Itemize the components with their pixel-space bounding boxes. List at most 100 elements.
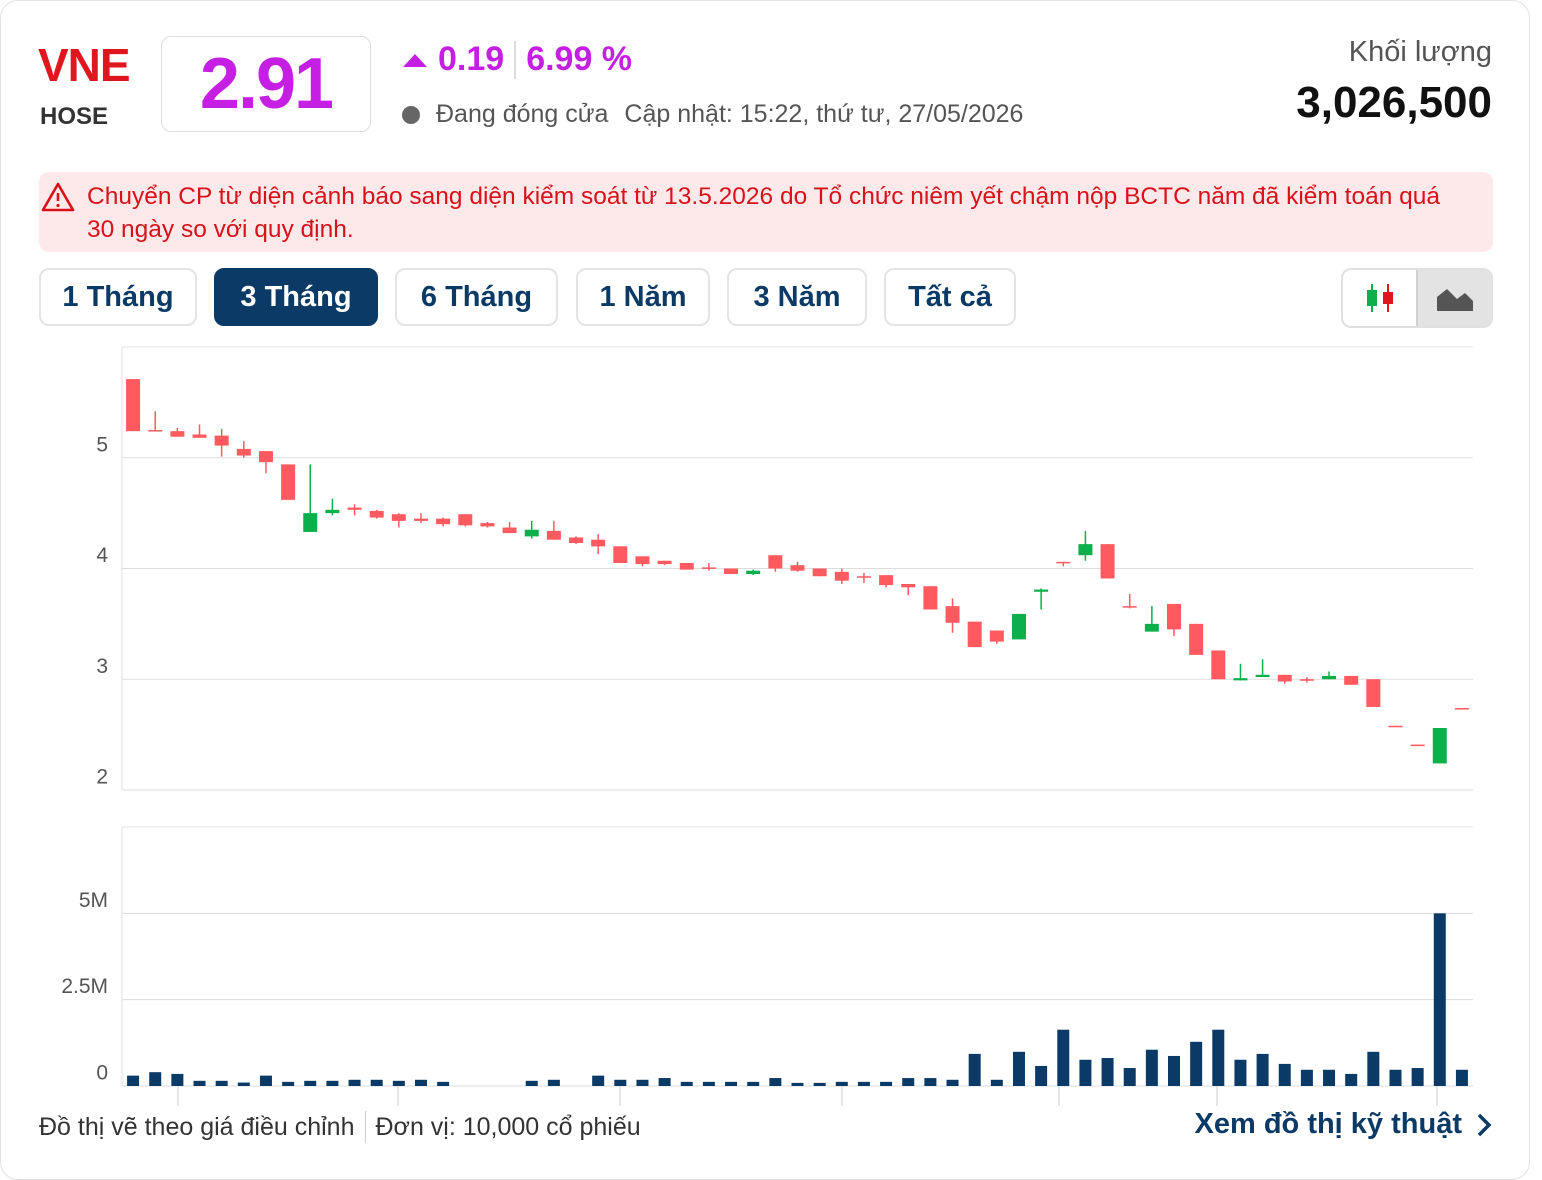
candle-body — [1144, 623, 1159, 632]
chart-type-toggle[interactable] — [1341, 268, 1493, 328]
technical-chart-link[interactable]: Xem đồ thị kỹ thuật — [1195, 1108, 1492, 1141]
range-tab[interactable]: 1 Tháng — [39, 268, 197, 326]
volume-bar — [282, 1081, 295, 1086]
candle-body — [1189, 623, 1204, 655]
volume-bar — [171, 1073, 184, 1086]
status: Đang đóng cửa Cập nhật: 15:22, thứ tư, 2… — [402, 100, 1023, 129]
candle-body — [901, 584, 916, 588]
candle-body — [945, 606, 960, 623]
volume-bar — [747, 1081, 760, 1086]
link-text[interactable]: Xem đồ thị kỹ thuật — [1194, 1108, 1462, 1140]
candle-body — [591, 539, 606, 547]
area-toggle[interactable] — [1416, 270, 1491, 326]
volume-bar — [370, 1079, 383, 1086]
y-tick-label: 2.5M — [61, 975, 108, 998]
range-tab[interactable]: 3 Năm — [727, 268, 867, 326]
candle-toggle[interactable] — [1343, 270, 1416, 326]
candle-body — [1388, 725, 1403, 728]
candle-body — [236, 448, 251, 456]
volume-bar — [1012, 1051, 1025, 1086]
candle-body — [1255, 674, 1270, 678]
candle-body — [1344, 675, 1359, 685]
volume-bar — [636, 1079, 649, 1086]
candle-icon — [1366, 284, 1393, 312]
candle-body — [1233, 678, 1248, 681]
status-dot — [402, 105, 420, 124]
volume-bar — [1234, 1059, 1247, 1086]
candle-body — [989, 630, 1004, 642]
volume-bar — [1256, 1053, 1269, 1086]
volume-bar — [990, 1079, 1003, 1086]
candle-body — [1299, 679, 1314, 681]
candle-body — [391, 514, 406, 521]
volume-bar — [348, 1079, 361, 1086]
separator — [364, 1111, 366, 1143]
candle-body — [413, 518, 428, 521]
range-tab[interactable]: Tất cả — [884, 268, 1016, 326]
volume-bar — [946, 1079, 959, 1086]
range-tab[interactable]: 6 Tháng — [395, 268, 558, 326]
candle-body — [458, 514, 473, 526]
volume-bar — [414, 1079, 427, 1086]
candle-body — [1432, 727, 1447, 764]
candle-body — [1056, 561, 1071, 564]
footer-notes: Đồ thị vẽ theo giá điều chỉnh Đơn vị: 10… — [39, 1111, 641, 1143]
volume-bar — [880, 1081, 893, 1086]
volume-bar — [725, 1081, 738, 1086]
candle-body — [724, 568, 739, 575]
volume-bar — [1345, 1073, 1358, 1086]
volume-bar — [702, 1081, 715, 1086]
volume-bar — [193, 1080, 206, 1086]
footer-note: Đồ thị vẽ theo giá điều chỉnh — [39, 1112, 355, 1141]
candle-body — [1454, 708, 1469, 710]
volume-bar — [1168, 1055, 1181, 1086]
candle-body — [812, 568, 827, 577]
candle-body — [701, 567, 716, 569]
candle-body — [546, 530, 561, 540]
volume-bar — [680, 1081, 693, 1086]
candle-body — [1167, 603, 1182, 630]
range-tab[interactable]: 1 Năm — [576, 268, 710, 326]
candle-body — [679, 562, 694, 570]
volume-bar — [304, 1080, 317, 1086]
volume-bar — [1278, 1063, 1291, 1086]
alert-text: Chuyển CP từ diện cảnh báo sang diện kiể… — [87, 183, 1441, 243]
volume-bar — [437, 1081, 450, 1086]
candle-body — [1277, 674, 1292, 682]
volume-bar — [902, 1078, 915, 1086]
y-tick-label: 5 — [96, 433, 108, 456]
footer-unit: Đơn vị: 10,000 cổ phiếu — [375, 1112, 641, 1141]
range-tab[interactable]: 3 Tháng — [214, 268, 378, 326]
alert-icon — [41, 182, 75, 212]
candle-body — [1211, 650, 1226, 680]
volume-bar — [1433, 913, 1446, 1086]
chevron — [1477, 1113, 1492, 1136]
candle-body — [258, 451, 273, 463]
area-icon — [1436, 289, 1473, 311]
candle-body — [1366, 679, 1381, 707]
volume-bar — [614, 1079, 627, 1086]
volume-bar — [1145, 1049, 1158, 1086]
candle-body — [524, 529, 539, 537]
change-value: 0.19 — [438, 40, 505, 78]
candle-body — [170, 431, 185, 437]
volume-bar — [1190, 1041, 1203, 1086]
candle-body — [635, 556, 650, 565]
price: 2.91 — [161, 36, 371, 132]
volume-bar — [1212, 1029, 1225, 1086]
volume-bar — [525, 1080, 538, 1086]
candle-body — [1034, 589, 1049, 592]
volume-bar — [1411, 1068, 1424, 1086]
candle-body — [834, 571, 849, 581]
candle-body — [480, 523, 495, 527]
volume: 3,026,500 — [1296, 78, 1492, 127]
y-tick-label: 2 — [96, 766, 108, 789]
volume-bar — [1057, 1029, 1070, 1086]
updated: Cập nhật: 15:22, thứ tư, 27/05/2026 — [624, 100, 1024, 128]
x-axis-ticks — [177, 1086, 1438, 1106]
candle-body — [347, 507, 362, 510]
candle-body — [369, 510, 384, 518]
candle-body — [1122, 606, 1137, 608]
volume-bar — [1323, 1069, 1336, 1086]
volume-bar — [1101, 1058, 1114, 1086]
